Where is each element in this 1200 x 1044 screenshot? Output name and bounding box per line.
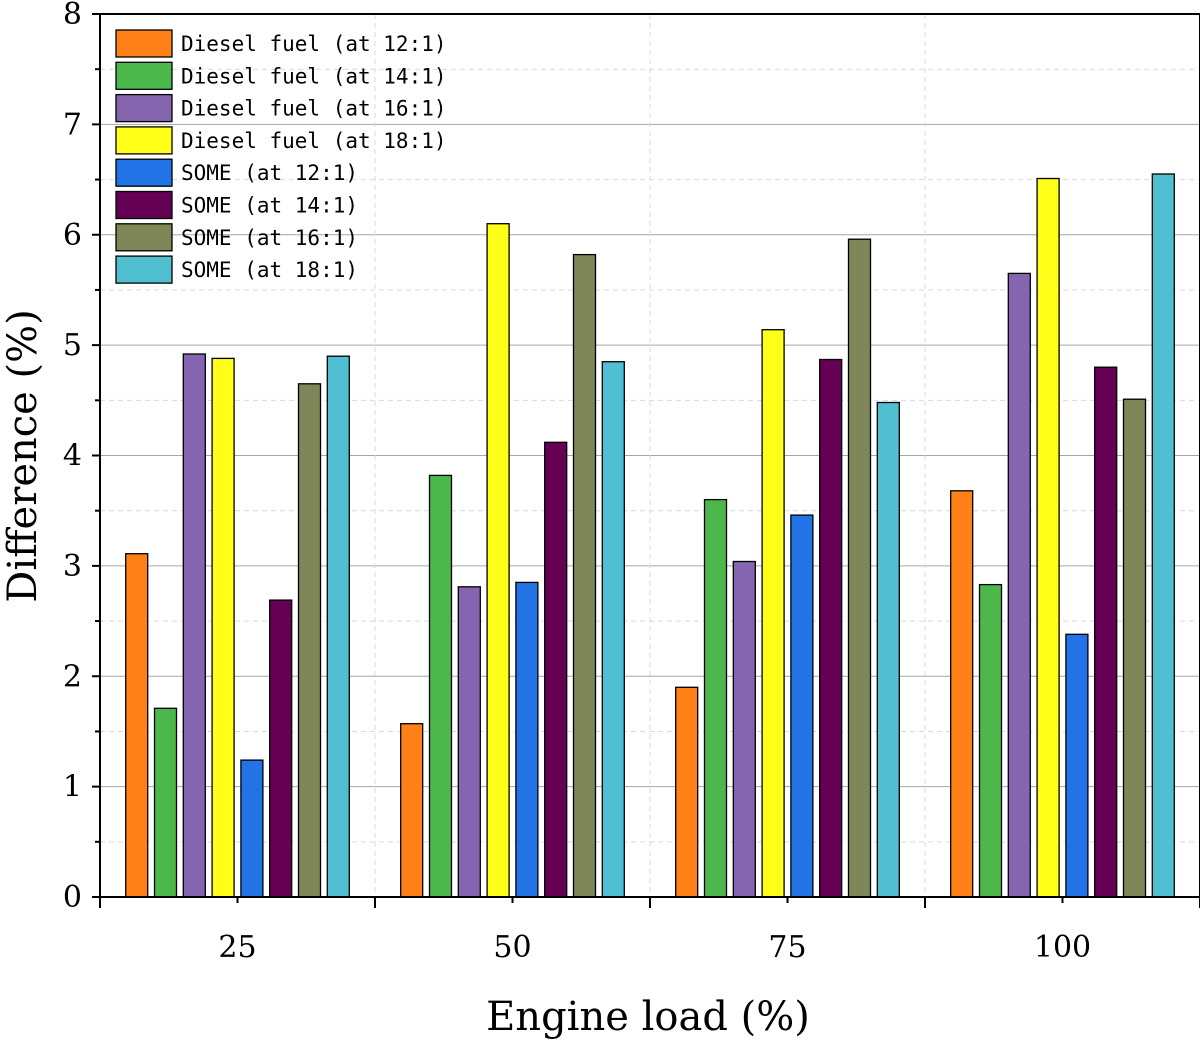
bar xyxy=(326,355,350,898)
bar xyxy=(732,560,756,898)
bar xyxy=(125,553,149,898)
y-axis-title: Difference (%) xyxy=(0,309,46,603)
bars xyxy=(125,173,1175,898)
bar xyxy=(703,498,728,898)
bar xyxy=(876,401,900,898)
x-tick-label: 100 xyxy=(1034,930,1091,965)
legend-label: Diesel fuel (at 18:1) xyxy=(181,129,447,153)
legend-label: SOME (at 14:1) xyxy=(181,194,358,218)
bar xyxy=(950,490,974,898)
axes: 0 1 2 3 4 5 6 7 8 25 50 75 100 xyxy=(63,0,1200,965)
bar xyxy=(211,357,235,898)
legend-swatch xyxy=(115,29,173,58)
bar xyxy=(486,223,510,898)
legend-swatch xyxy=(115,61,173,90)
grid xyxy=(100,14,1200,897)
bar xyxy=(572,253,597,898)
legend: Diesel fuel (at 12:1) Diesel fuel (at 14:… xyxy=(115,29,447,284)
bar xyxy=(457,586,481,898)
x-tick-label: 75 xyxy=(768,930,806,965)
bar xyxy=(601,361,625,898)
bar xyxy=(1151,173,1175,898)
legend-label: Diesel fuel (at 16:1) xyxy=(181,97,447,121)
y-tick-label: 8 xyxy=(63,0,82,32)
bar xyxy=(1065,633,1089,898)
bar xyxy=(978,583,1003,898)
legend-label: Diesel fuel (at 12:1) xyxy=(181,32,447,56)
bar xyxy=(544,441,568,898)
legend-label: SOME (at 12:1) xyxy=(181,161,358,185)
legend-swatch xyxy=(115,93,173,123)
legend-swatch xyxy=(115,255,173,284)
bar xyxy=(675,686,699,898)
bar xyxy=(400,723,424,898)
y-tick-label: 2 xyxy=(63,659,82,694)
legend-label: Diesel fuel (at 14:1) xyxy=(181,64,447,88)
bar xyxy=(1122,398,1147,898)
legend-label: SOME (at 16:1) xyxy=(181,226,358,250)
bar xyxy=(847,238,872,898)
bar xyxy=(153,707,178,898)
legend-label: SOME (at 18:1) xyxy=(181,258,358,282)
x-tick-label: 25 xyxy=(218,930,256,965)
bar xyxy=(182,353,206,898)
bar xyxy=(790,514,814,898)
x-axis-title: Engine load (%) xyxy=(486,994,810,1040)
y-tick-label: 6 xyxy=(63,218,82,253)
y-tick-label: 4 xyxy=(63,439,82,474)
y-tick-label: 5 xyxy=(63,328,82,363)
bar xyxy=(819,358,843,898)
bar xyxy=(1094,366,1118,898)
bar xyxy=(428,474,453,898)
bar xyxy=(761,329,785,898)
legend-swatch xyxy=(115,126,173,155)
legend-swatch xyxy=(115,223,173,252)
bar xyxy=(1036,177,1060,898)
bar xyxy=(297,383,322,898)
bar xyxy=(515,581,539,898)
y-tick-label: 1 xyxy=(63,770,82,805)
x-tick-label: 50 xyxy=(493,930,531,965)
bar xyxy=(240,759,264,898)
y-tick-label: 7 xyxy=(63,107,82,142)
y-tick-label: 3 xyxy=(63,549,82,584)
y-tick-label: 0 xyxy=(63,880,82,915)
legend-swatch xyxy=(115,190,173,220)
legend-swatch xyxy=(115,158,173,187)
bar xyxy=(269,599,293,898)
bar xyxy=(1007,272,1031,898)
